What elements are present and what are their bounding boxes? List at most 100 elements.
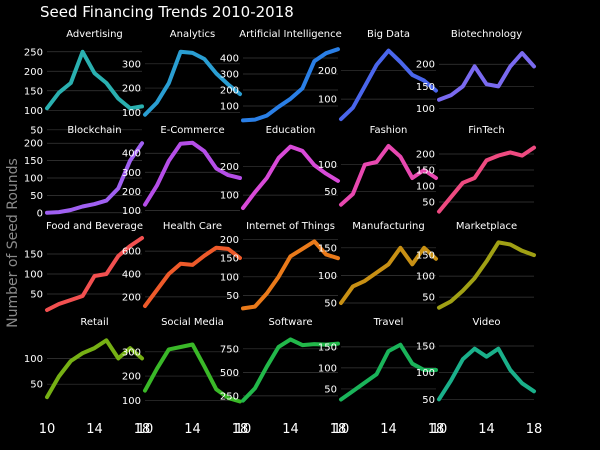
x-tick-label: 10 xyxy=(235,422,252,437)
panel-education: 100 200 Education xyxy=(220,125,340,210)
y-tick-label: 100 xyxy=(416,104,435,115)
panel-title: Analytics xyxy=(170,29,215,40)
x-tick-label: 10 xyxy=(333,422,350,437)
y-tick-label: 50 xyxy=(422,198,435,209)
panel-blockchain: 0 50 100 150 200 Blockchain xyxy=(24,125,144,219)
series-line-fashion xyxy=(339,144,438,207)
y-tick-label: 300 xyxy=(122,59,141,70)
x-tick-label: 14 xyxy=(380,422,397,437)
series-line-internet-of-things xyxy=(241,239,340,311)
y-tick-label: 150 xyxy=(24,86,43,97)
panel-title: Health Care xyxy=(163,221,222,232)
panel-social-media: 100 200 300 Social Media 10 14 18 xyxy=(122,317,248,437)
panel-title: Internet of Things xyxy=(246,221,335,232)
panel-title: Retail xyxy=(80,317,108,328)
series-line-travel xyxy=(339,342,438,402)
series-line-food-and-beverage xyxy=(45,236,144,312)
y-tick-label: 200 xyxy=(416,150,435,161)
panel-video: 50 100 150 Video 10 14 18 xyxy=(416,317,542,437)
series-line-analytics xyxy=(143,49,242,117)
y-tick-label: 0 xyxy=(37,208,43,219)
y-axis-label: Number of Seed Rounds xyxy=(5,158,21,328)
y-tick-label: 200 xyxy=(318,66,337,77)
panel-title: Education xyxy=(266,125,316,136)
panel-title: Artificial Intelligence xyxy=(239,29,342,40)
panel-health-care: 200 400 600 Health Care xyxy=(122,221,242,308)
y-tick-label: 150 xyxy=(416,82,435,93)
x-tick-label: 14 xyxy=(86,422,103,437)
panel-title: Fashion xyxy=(370,125,408,136)
y-tick-label: 50 xyxy=(30,125,43,136)
x-tick-label: 18 xyxy=(232,422,249,437)
y-tick-label: 200 xyxy=(24,139,43,150)
y-tick-label: 300 xyxy=(220,70,239,81)
x-tick-label: 10 xyxy=(137,422,154,437)
panel-title: Blockchain xyxy=(67,125,121,136)
y-tick-label: 150 xyxy=(318,342,337,353)
y-tick-label: 50 xyxy=(30,290,43,301)
panel-title: Advertising xyxy=(66,29,123,40)
panel-title: Big Data xyxy=(367,29,410,40)
y-tick-label: 200 xyxy=(122,292,141,303)
panel-travel: 50 100 150 Travel 10 14 18 xyxy=(318,317,444,437)
y-tick-label: 150 xyxy=(416,166,435,177)
panel-e-commerce: 100 200 300 400 E-Commerce xyxy=(122,125,242,217)
y-tick-label: 50 xyxy=(30,191,43,202)
y-tick-label: 100 xyxy=(318,95,337,106)
panel-fintech: 50 100 150 200 FinTech xyxy=(416,125,536,214)
x-tick-label: 18 xyxy=(134,422,151,437)
y-tick-label: 100 xyxy=(24,106,43,117)
y-tick-label: 100 xyxy=(220,272,239,283)
y-tick-label: 150 xyxy=(318,243,337,254)
panel-title: Food and Beverage xyxy=(46,221,143,232)
series-line-biotechnology xyxy=(437,51,536,102)
y-tick-label: 750 xyxy=(220,344,239,355)
panel-artificial-intelligence: 100 200 300 400 Artificial Intelligence xyxy=(220,29,342,123)
panel-software: 250 500 750 Software 10 14 18 xyxy=(220,317,346,437)
y-tick-label: 100 xyxy=(416,272,435,283)
y-tick-label: 100 xyxy=(24,174,43,185)
panel-big-data: 100 200 Big Data xyxy=(318,29,438,122)
y-tick-label: 400 xyxy=(122,149,141,160)
y-tick-label: 50 xyxy=(324,384,337,395)
y-tick-label: 100 xyxy=(122,396,141,407)
y-tick-label: 50 xyxy=(30,380,43,391)
series-line-e-commerce xyxy=(143,140,242,207)
y-tick-label: 100 xyxy=(416,368,435,379)
x-tick-label: 14 xyxy=(184,422,201,437)
series-line-manufacturing xyxy=(339,245,438,305)
y-tick-label: 200 xyxy=(122,84,141,95)
x-tick-label: 10 xyxy=(431,422,448,437)
y-tick-label: 150 xyxy=(24,156,43,167)
panel-fashion: 50 100 Fashion xyxy=(318,125,438,207)
y-tick-label: 600 xyxy=(122,247,141,258)
y-tick-label: 100 xyxy=(122,206,141,217)
panel-advertising: 50 100 150 200 250 Advertising xyxy=(24,29,144,136)
chart-title: Seed Financing Trends 2010-2018 xyxy=(40,3,294,21)
panel-analytics: 100 200 300 Analytics xyxy=(122,29,242,119)
series-line-marketplace xyxy=(437,240,536,310)
y-tick-label: 100 xyxy=(24,354,43,365)
y-tick-label: 50 xyxy=(422,293,435,304)
x-tick-label: 14 xyxy=(282,422,299,437)
x-tick-label: 14 xyxy=(478,422,495,437)
y-tick-label: 50 xyxy=(226,291,239,302)
y-tick-label: 200 xyxy=(220,86,239,97)
y-tick-label: 200 xyxy=(220,235,239,246)
y-tick-label: 100 xyxy=(318,363,337,374)
x-tick-label: 18 xyxy=(526,422,543,437)
y-tick-label: 100 xyxy=(24,270,43,281)
y-tick-label: 100 xyxy=(122,108,141,119)
y-tick-label: 250 xyxy=(220,391,239,402)
y-tick-label: 400 xyxy=(220,54,239,65)
panel-title: FinTech xyxy=(468,125,505,136)
series-line-blockchain xyxy=(45,141,144,215)
panel-marketplace: 50 100 150 Marketplace xyxy=(416,221,536,310)
series-line-advertising xyxy=(45,49,144,111)
panel-manufacturing: 50 100 150 Manufacturing xyxy=(318,221,438,309)
y-tick-label: 100 xyxy=(220,191,239,202)
y-tick-label: 50 xyxy=(324,187,337,198)
y-tick-label: 500 xyxy=(220,368,239,379)
